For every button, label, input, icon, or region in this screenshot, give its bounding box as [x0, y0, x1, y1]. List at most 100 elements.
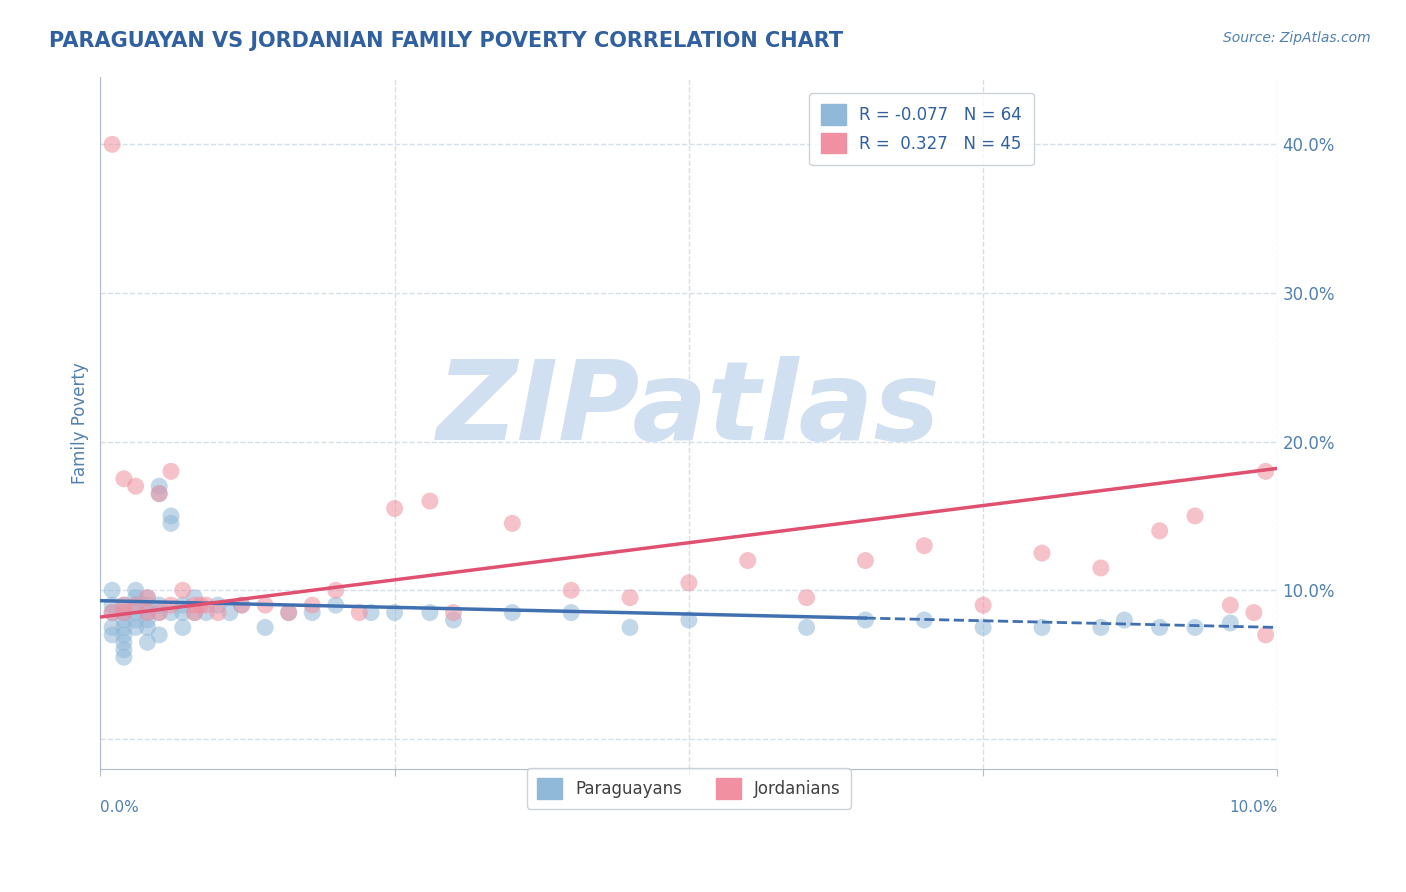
- Point: [101, 628, 124, 642]
- Point: [912, 613, 935, 627]
- Point: [972, 620, 994, 634]
- Point: [101, 606, 124, 620]
- Point: [360, 606, 382, 620]
- Point: [443, 613, 465, 627]
- Point: [160, 516, 183, 531]
- Point: [1090, 561, 1112, 575]
- Point: [101, 583, 124, 598]
- Point: [148, 598, 170, 612]
- Point: [172, 620, 194, 634]
- Point: [124, 479, 146, 493]
- Point: [231, 598, 253, 612]
- Point: [160, 598, 183, 612]
- Point: [112, 606, 135, 620]
- Point: [737, 553, 759, 567]
- Point: [277, 606, 299, 620]
- Point: [443, 606, 465, 620]
- Point: [112, 598, 135, 612]
- Point: [101, 598, 124, 612]
- Point: [136, 598, 159, 612]
- Point: [190, 598, 212, 612]
- Point: [855, 613, 877, 627]
- Point: [796, 591, 818, 605]
- Y-axis label: Family Poverty: Family Poverty: [72, 362, 89, 484]
- Point: [148, 486, 170, 500]
- Text: 0.0%: 0.0%: [100, 800, 139, 814]
- Point: [207, 606, 229, 620]
- Point: [254, 620, 277, 634]
- Text: Source: ZipAtlas.com: Source: ZipAtlas.com: [1223, 31, 1371, 45]
- Point: [183, 606, 205, 620]
- Point: [1114, 613, 1136, 627]
- Point: [325, 598, 347, 612]
- Point: [160, 606, 183, 620]
- Point: [501, 516, 523, 531]
- Point: [1090, 620, 1112, 634]
- Point: [148, 486, 170, 500]
- Point: [183, 591, 205, 605]
- Point: [112, 635, 135, 649]
- Point: [195, 606, 218, 620]
- Point: [172, 598, 194, 612]
- Point: [112, 472, 135, 486]
- Point: [112, 650, 135, 665]
- Point: [112, 628, 135, 642]
- Point: [678, 575, 700, 590]
- Point: [136, 620, 159, 634]
- Text: PARAGUAYAN VS JORDANIAN FAMILY POVERTY CORRELATION CHART: PARAGUAYAN VS JORDANIAN FAMILY POVERTY C…: [49, 31, 844, 51]
- Point: [619, 591, 641, 605]
- Point: [1184, 620, 1206, 634]
- Point: [124, 606, 146, 620]
- Point: [207, 598, 229, 612]
- Point: [124, 583, 146, 598]
- Point: [136, 606, 159, 620]
- Point: [136, 613, 159, 627]
- Point: [101, 606, 124, 620]
- Legend: R = -0.077   N = 64, R =  0.327   N = 45: R = -0.077 N = 64, R = 0.327 N = 45: [810, 93, 1033, 165]
- Point: [112, 613, 135, 627]
- Point: [160, 464, 183, 478]
- Point: [148, 628, 170, 642]
- Point: [1243, 606, 1265, 620]
- Point: [560, 606, 582, 620]
- Point: [160, 508, 183, 523]
- Point: [112, 598, 135, 612]
- Point: [231, 598, 253, 612]
- Point: [112, 642, 135, 657]
- Point: [172, 606, 194, 620]
- Point: [112, 606, 135, 620]
- Point: [419, 494, 441, 508]
- Point: [136, 635, 159, 649]
- Point: [254, 598, 277, 612]
- Point: [101, 620, 124, 634]
- Point: [301, 606, 323, 620]
- Point: [195, 598, 218, 612]
- Point: [136, 591, 159, 605]
- Point: [384, 606, 406, 620]
- Point: [1254, 464, 1277, 478]
- Point: [172, 583, 194, 598]
- Point: [619, 620, 641, 634]
- Point: [325, 583, 347, 598]
- Point: [124, 591, 146, 605]
- Point: [1219, 615, 1241, 630]
- Point: [1031, 546, 1053, 560]
- Point: [183, 606, 205, 620]
- Point: [419, 606, 441, 620]
- Point: [218, 606, 240, 620]
- Point: [1219, 598, 1241, 612]
- Point: [101, 137, 124, 152]
- Point: [124, 598, 146, 612]
- Text: ZIPatlas: ZIPatlas: [437, 356, 941, 463]
- Point: [796, 620, 818, 634]
- Point: [1149, 524, 1171, 538]
- Point: [124, 613, 146, 627]
- Point: [1254, 628, 1277, 642]
- Point: [136, 591, 159, 605]
- Point: [1031, 620, 1053, 634]
- Point: [678, 613, 700, 627]
- Point: [124, 620, 146, 634]
- Text: 10.0%: 10.0%: [1229, 800, 1278, 814]
- Point: [855, 553, 877, 567]
- Point: [1184, 508, 1206, 523]
